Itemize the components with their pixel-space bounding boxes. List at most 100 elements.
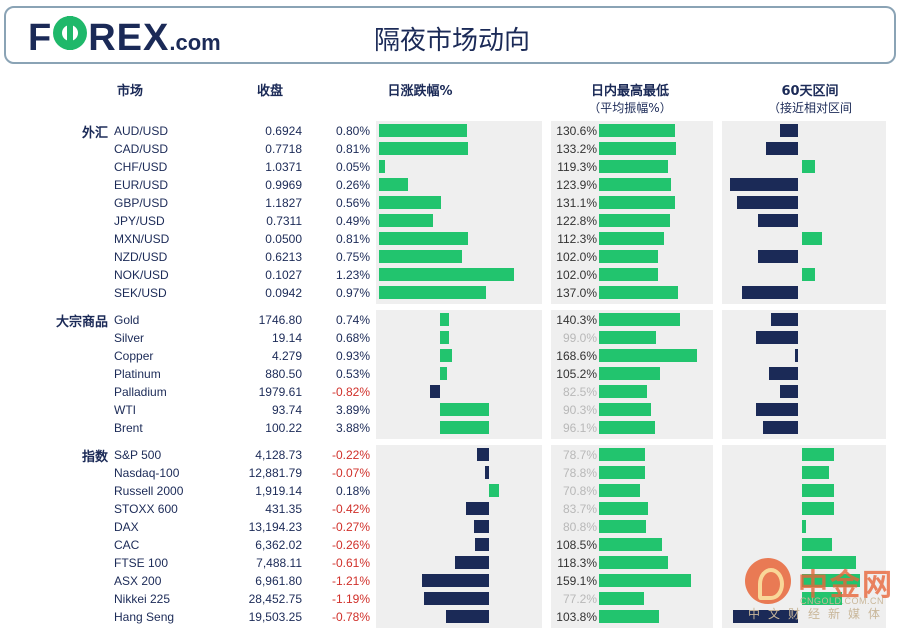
instrument-name: S&P 500 [114,448,162,462]
page-title: 隔夜市场动向 [374,26,531,56]
instrument-name: CAC [114,538,140,552]
instrument-name: STOXX 600 [114,502,178,516]
intraday-range-bar [599,313,681,326]
daily-change-value: 0.49% [335,214,370,228]
range60-bar [802,538,833,551]
range60-bar [758,250,798,263]
col-intraday-sub: （平均振幅%） [588,101,672,115]
range60-bar [770,313,798,326]
close-value: 431.35 [265,502,302,516]
intraday-range-bar [599,556,668,569]
range60-bar [802,268,815,281]
close-value: 6,362.02 [255,538,302,552]
intraday-range-bar [599,286,679,299]
intraday-range-bar [599,196,676,209]
intraday-range-bar [599,331,657,344]
daily-change-value: -0.22% [331,448,370,462]
intraday-range-value: 78.7% [562,448,597,462]
daily-change-bar [440,313,450,326]
watermark-sub: 中文财经新媒体 [748,607,889,621]
range60-bar [780,124,798,137]
r60-panel-1 [722,310,886,439]
cngold-logo-icon [745,558,791,604]
close-value: 0.6213 [265,250,302,264]
col-intraday: 日内最高最低 [590,84,669,99]
daily-change-value: 0.53% [335,367,370,381]
intraday-range-value: 78.8% [562,466,597,480]
instrument-name: Platinum [114,367,161,381]
instrument-name: Russell 2000 [114,484,184,498]
intraday-range-value: 90.3% [562,403,597,417]
intraday-range-value: 133.2% [556,142,597,156]
intraday-range-value: 159.1% [556,574,597,588]
intraday-range-value: 140.3% [556,313,597,327]
intraday-range-value: 102.0% [556,268,597,282]
range60-bar [765,142,798,155]
instrument-name: NOK/USD [114,268,169,282]
intraday-range-value: 77.2% [562,592,597,606]
intraday-range-value: 123.9% [556,178,597,192]
col-daily: 日涨跌幅% [387,84,453,99]
daily-change-value: -1.21% [331,574,370,588]
daily-change-bar [379,268,515,281]
intraday-range-value: 112.3% [557,232,597,246]
close-value: 4.279 [271,349,302,363]
range60-bar [729,178,798,191]
col-range60: 60天区间 [781,84,839,99]
range60-bar [758,214,798,227]
col-range60-sub: （接近相对区间 [767,101,852,115]
intraday-range-bar [599,268,659,281]
close-value: 7,488.11 [256,556,302,570]
range60-bar [802,556,856,569]
range60-bar [802,502,835,515]
range60-bar [756,331,798,344]
daily-change-value: 3.88% [335,421,370,435]
intraday-range-bar [599,214,671,227]
intraday-range-value: 96.1% [562,421,597,435]
intraday-range-value: 137.0% [556,286,597,300]
close-value: 1.0371 [265,160,302,174]
close-value: 0.7311 [266,214,302,228]
section-label: 大宗商品 [55,315,108,330]
close-value: 1,919.14 [255,484,302,498]
instrument-name: MXN/USD [114,232,170,246]
intraday-range-value: 99.0% [562,331,597,345]
intraday-range-bar [599,502,648,515]
intraday-range-value: 83.7% [562,502,597,516]
col-close: 收盘 [256,84,283,99]
watermark-url: CNGOLD.COM.CN [800,596,885,606]
daily-change-bar [474,520,489,533]
intraday-range-bar [599,160,669,173]
intraday-range-value: 122.8% [556,214,597,228]
close-value: 880.50 [265,367,302,381]
close-value: 1.1827 [265,196,302,210]
intraday-range-bar [599,367,661,380]
instrument-name: DAX [114,520,139,534]
daily-change-value: 0.81% [335,232,370,246]
logo-text: F [28,17,53,59]
close-value: 0.1027 [265,268,302,282]
daily-change-bar [440,331,449,344]
range60-bar [741,286,798,299]
instrument-name: Copper [114,349,154,363]
instrument-name: NZD/USD [114,250,168,264]
intraday-range-bar [599,421,655,434]
section-label: 外汇 [81,126,108,141]
range60-bar [802,448,835,461]
intraday-range-value: 118.3% [557,556,597,570]
intraday-range-bar [599,349,697,362]
intraday-range-bar [599,403,652,416]
daily-change-value: -0.61% [331,556,370,570]
intraday-range-value: 70.8% [562,484,597,498]
intraday-range-bar [599,178,671,191]
close-value: 19.14 [271,331,302,345]
forex-logo[interactable]: F REX .com [28,16,221,59]
range60-bar [769,367,798,380]
range60-bar [802,592,842,605]
daily-change-bar [379,196,441,209]
instrument-name: CHF/USD [114,160,168,174]
daily-change-bar [446,610,489,623]
instrument-name: SEK/USD [114,286,167,300]
daily-change-bar [422,574,489,587]
daily-change-value: 0.93% [335,349,370,363]
